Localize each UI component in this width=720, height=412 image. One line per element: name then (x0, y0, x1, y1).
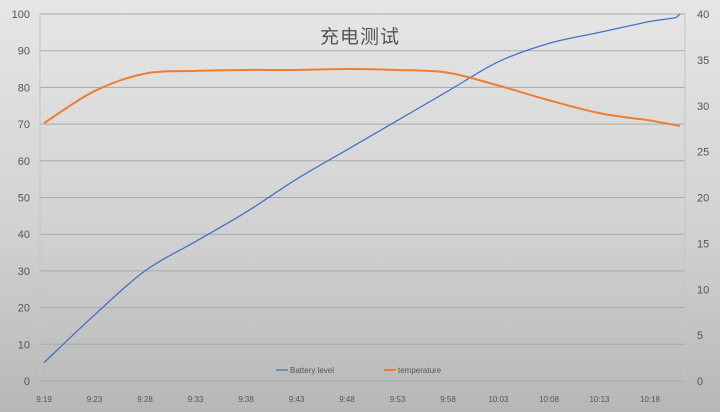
chart-title: 充电测试 (319, 27, 400, 48)
x-tick: 9:48 (339, 395, 355, 404)
y-tick-right: 15 (697, 238, 709, 250)
y-tick-right: 20 (697, 193, 709, 205)
legend: Battery level temperature (276, 366, 442, 375)
y-tick-right: 25 (697, 147, 709, 159)
y-tick-right: 35 (697, 55, 709, 67)
y-tick-left: 60 (18, 156, 30, 168)
y-tick-left: 10 (18, 339, 30, 351)
legend-label: temperature (398, 366, 442, 375)
y-tick-right: 0 (697, 376, 703, 388)
y-tick-left: 100 (12, 9, 30, 21)
y-tick-left: 40 (18, 229, 30, 241)
y-tick-left: 80 (18, 82, 30, 94)
y-tick-left: 0 (24, 376, 30, 388)
x-tick: 9:43 (289, 395, 305, 404)
x-tick: 9:38 (238, 395, 254, 404)
battery-level-line (43, 13, 681, 364)
y-tick-right: 10 (697, 284, 709, 296)
x-tick: 10:13 (589, 395, 610, 404)
legend-label: Battery level (290, 366, 334, 375)
x-tick: 10:03 (488, 395, 509, 404)
y-tick-right: 5 (697, 330, 703, 342)
y-tick-left: 20 (18, 303, 30, 315)
y-tick-left: 70 (18, 119, 30, 131)
y-tick-left: 30 (18, 266, 30, 278)
temperature-line (43, 68, 681, 127)
y-tick-left: 90 (18, 46, 30, 58)
y-tick-left: 50 (18, 193, 30, 205)
x-tick: 10:18 (640, 395, 661, 404)
x-tick: 9:33 (188, 395, 204, 404)
x-tick: 9:23 (87, 395, 103, 404)
x-tick: 9:28 (137, 395, 153, 404)
x-tick: 9:19 (36, 395, 52, 404)
x-tick: 9:58 (440, 395, 456, 404)
x-tick: 10:08 (539, 395, 560, 404)
y-tick-right: 40 (697, 9, 709, 21)
y-tick-right: 30 (697, 101, 709, 113)
x-tick: 9:53 (390, 395, 406, 404)
